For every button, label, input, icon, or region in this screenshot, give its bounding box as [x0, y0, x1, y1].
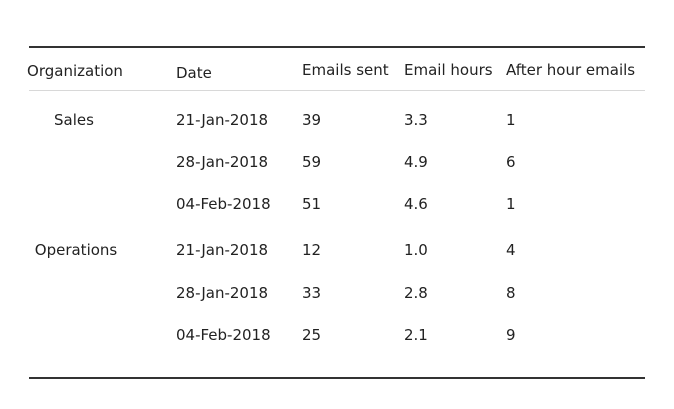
- cell-email-hours: 2.8: [404, 284, 428, 302]
- cell-email-hours: 4.9: [404, 153, 428, 171]
- header-divider: [29, 90, 645, 91]
- cell-date: 28-Jan-2018: [176, 153, 269, 171]
- cell-after-hour-emails: 4: [506, 241, 516, 259]
- cell-date: 04-Feb-2018: [176, 326, 271, 344]
- header-organization: Organization: [27, 62, 123, 80]
- cell-emails-sent: 39: [302, 111, 322, 129]
- cell-after-hour-emails: 1: [506, 111, 516, 129]
- header-emails-sent: Emails sent: [302, 61, 389, 79]
- cell-email-hours: 4.6: [404, 195, 428, 213]
- table-bottom-rule: [29, 377, 645, 379]
- header-email-hours: Email hours: [404, 61, 493, 79]
- cell-emails-sent: 12: [302, 241, 322, 259]
- cell-after-hour-emails: 9: [506, 326, 516, 344]
- cell-after-hour-emails: 8: [506, 284, 516, 302]
- cell-after-hour-emails: 1: [506, 195, 516, 213]
- header-date: Date: [176, 64, 212, 82]
- cell-email-hours: 2.1: [404, 326, 428, 344]
- table-top-rule: [29, 46, 645, 48]
- cell-email-hours: 1.0: [404, 241, 428, 259]
- cell-after-hour-emails: 6: [506, 153, 516, 171]
- cell-date: 04-Feb-2018: [176, 195, 271, 213]
- group-label-sales: Sales: [54, 111, 94, 129]
- cell-emails-sent: 59: [302, 153, 322, 171]
- group-label-operations: Operations: [34, 241, 118, 259]
- cell-date: 21-Jan-2018: [176, 241, 269, 259]
- header-after-hour-emails: After hour emails: [506, 61, 636, 79]
- cell-emails-sent: 33: [302, 284, 322, 302]
- cell-date: 28-Jan-2018: [176, 284, 269, 302]
- cell-date: 21-Jan-2018: [176, 111, 269, 129]
- cell-emails-sent: 25: [302, 326, 322, 344]
- cell-emails-sent: 51: [302, 195, 322, 213]
- cell-email-hours: 3.3: [404, 111, 428, 129]
